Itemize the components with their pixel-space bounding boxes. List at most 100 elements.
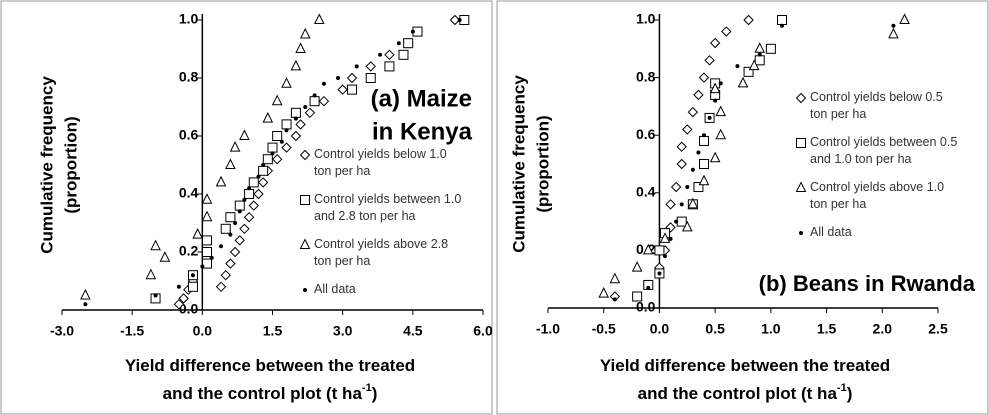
- square-point: [220, 223, 231, 234]
- diamond-point: [337, 84, 348, 95]
- diamond-point: [281, 142, 292, 153]
- dot-point: [284, 128, 289, 133]
- square-point: [272, 131, 283, 141]
- y-tick-label: 0.4: [179, 185, 199, 201]
- diamond-point: [384, 49, 395, 61]
- dot-point: [646, 285, 651, 290]
- square-point: [187, 281, 198, 292]
- y-axis-title: (proportion): [533, 115, 552, 212]
- square-point: [384, 61, 395, 72]
- y-tick-label: 0.8: [636, 68, 656, 84]
- triangle-point: [80, 288, 91, 300]
- triangle-point: [313, 13, 325, 24]
- triangle-point: [899, 13, 910, 24]
- dot-point: [256, 174, 261, 179]
- dot-point: [279, 139, 284, 144]
- dot-point: [153, 293, 158, 298]
- dot-point: [457, 18, 462, 22]
- dot-point: [657, 271, 662, 276]
- diamond-point: [698, 72, 710, 83]
- y-tick-label: 1.0: [636, 11, 656, 27]
- diamond-point: [234, 235, 245, 246]
- x-tick-label: 1.5: [817, 321, 837, 337]
- annotation: in Kenya: [372, 118, 473, 145]
- dot-point: [176, 284, 181, 289]
- triangle-point: [709, 82, 721, 94]
- y-tick-label: 0.0: [179, 301, 199, 317]
- square-point: [234, 200, 245, 211]
- legend-entry: Control yields below 1.0 ton per ha: [314, 147, 447, 178]
- x-tick-label: -1.0: [536, 321, 560, 337]
- diamond-point: [743, 14, 754, 26]
- x-axis-title-suffix: ): [847, 384, 853, 403]
- diamond-point: [365, 61, 376, 72]
- x-axis-title: and the control plot (t ha-1): [163, 382, 378, 404]
- dot-point: [261, 163, 266, 167]
- y-tick-label: 0.2: [179, 243, 199, 259]
- diamond-point: [304, 107, 316, 119]
- square-point: [202, 258, 213, 269]
- triangle-point: [150, 239, 161, 251]
- legend-marker: [299, 238, 311, 249]
- legend-entry: Control yields above 2.8 ton per ha: [314, 237, 449, 268]
- diamond-point: [670, 181, 682, 193]
- dot-point: [735, 64, 740, 69]
- legend-marker: [795, 92, 807, 104]
- legend-entry: Control yields above 1.0 ton per ha: [810, 180, 945, 211]
- triangle-point: [659, 232, 671, 243]
- x-tick-label: -1.5: [120, 323, 144, 339]
- x-tick-label: 6.0: [473, 323, 493, 339]
- dot-point: [200, 264, 205, 269]
- x-tick-label: 0.5: [705, 321, 725, 337]
- diamond-point: [721, 26, 732, 37]
- diamond-point: [225, 258, 236, 269]
- panel-border: [0, 0, 493, 415]
- x-axis-title-line: Yield difference between the treated: [125, 356, 415, 375]
- dot-point: [690, 167, 695, 172]
- x-axis-title-superscript: -1: [362, 382, 372, 394]
- square-point: [398, 49, 409, 60]
- triangle-point: [262, 111, 274, 123]
- dot-point: [312, 93, 317, 98]
- dot-point: [707, 115, 712, 120]
- square-point: [202, 247, 213, 257]
- dot-point: [668, 236, 673, 241]
- diamond-point: [290, 130, 302, 142]
- triangle-point: [642, 243, 654, 255]
- triangle-point: [687, 197, 699, 209]
- diamond-point: [704, 55, 715, 66]
- x-axis-title-line: Yield difference between the treated: [600, 356, 890, 375]
- square-point: [743, 66, 754, 77]
- triangle-point: [225, 158, 236, 169]
- diamond-point: [676, 141, 687, 152]
- dot-point: [757, 52, 762, 57]
- dot-point: [713, 98, 718, 103]
- x-axis-title: Yield difference between the treated: [125, 356, 415, 375]
- diamond-point: [318, 95, 330, 107]
- y-axis-title: Cumulative frequency: [509, 75, 528, 253]
- y-tick-label: 0.8: [179, 69, 199, 85]
- x-tick-label: 0.0: [193, 323, 213, 339]
- dot-point: [679, 202, 684, 207]
- dot-point: [83, 302, 88, 307]
- triangle-point: [215, 175, 227, 187]
- annotation: (b) Beans in Rwanda: [759, 271, 976, 296]
- square-point: [754, 55, 765, 66]
- triangle-point: [229, 140, 241, 152]
- dot-point: [663, 254, 667, 259]
- dot-point: [612, 297, 617, 302]
- dot-point: [718, 81, 723, 86]
- x-tick-label: 1.5: [263, 323, 283, 339]
- dot-point: [321, 81, 326, 86]
- legend-marker: [796, 138, 806, 148]
- diamond-point: [257, 177, 269, 188]
- y-tick-label: 0.6: [636, 126, 656, 142]
- diamond-point: [248, 200, 259, 211]
- triangle-point: [290, 59, 302, 71]
- x-axis-title-line: and the control plot (t ha: [638, 384, 838, 403]
- square-point: [281, 119, 292, 130]
- square-point: [676, 216, 687, 227]
- diamond-point: [687, 106, 699, 118]
- dot-point: [242, 197, 247, 202]
